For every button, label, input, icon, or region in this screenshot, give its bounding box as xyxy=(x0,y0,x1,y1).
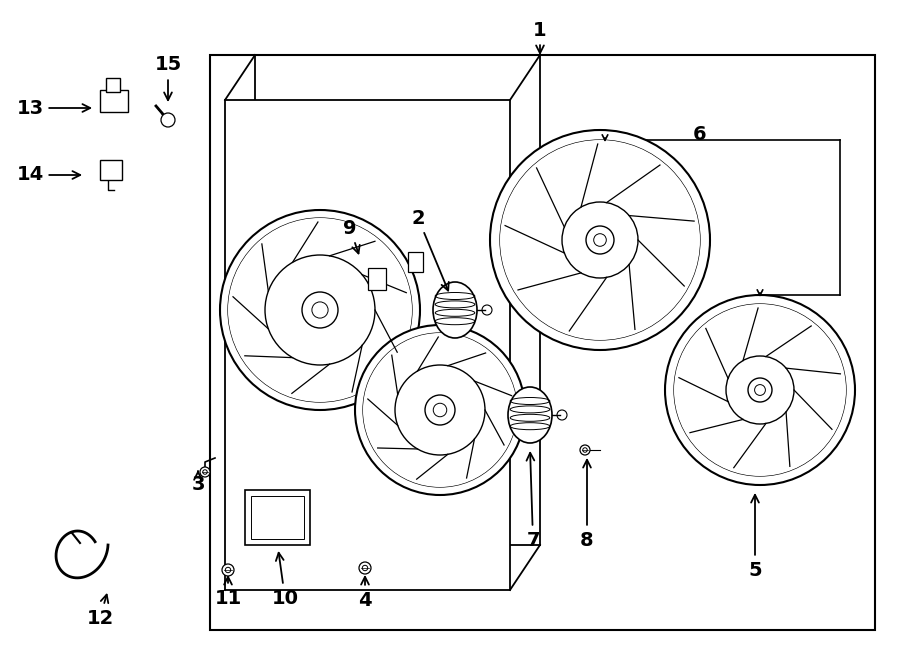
Text: 1: 1 xyxy=(533,20,547,53)
Circle shape xyxy=(302,292,338,328)
Text: 5: 5 xyxy=(748,495,761,580)
Text: 9: 9 xyxy=(343,219,360,253)
Circle shape xyxy=(359,562,371,574)
Bar xyxy=(251,496,304,539)
Circle shape xyxy=(265,255,375,365)
Text: 12: 12 xyxy=(86,595,113,627)
Circle shape xyxy=(225,567,230,572)
Bar xyxy=(368,268,386,290)
Text: 4: 4 xyxy=(358,577,372,609)
Circle shape xyxy=(490,130,710,350)
Circle shape xyxy=(202,470,207,474)
Circle shape xyxy=(395,365,485,455)
Text: 2: 2 xyxy=(411,208,449,291)
Circle shape xyxy=(109,81,117,89)
Text: 11: 11 xyxy=(214,577,241,607)
Circle shape xyxy=(754,385,765,395)
Circle shape xyxy=(594,234,607,247)
Circle shape xyxy=(200,467,210,477)
Circle shape xyxy=(748,378,772,402)
Circle shape xyxy=(425,395,455,425)
Circle shape xyxy=(355,325,525,495)
Ellipse shape xyxy=(433,282,477,338)
Circle shape xyxy=(161,113,175,127)
Circle shape xyxy=(107,166,115,174)
Circle shape xyxy=(312,302,328,318)
Circle shape xyxy=(433,403,446,416)
Bar xyxy=(106,78,120,92)
Circle shape xyxy=(363,565,368,570)
Text: 6: 6 xyxy=(693,126,706,145)
Circle shape xyxy=(557,410,567,420)
Bar xyxy=(100,90,128,112)
Circle shape xyxy=(586,226,614,254)
Circle shape xyxy=(220,210,420,410)
Circle shape xyxy=(222,564,234,576)
Circle shape xyxy=(363,333,517,487)
Bar xyxy=(225,100,510,590)
Circle shape xyxy=(562,202,638,278)
Circle shape xyxy=(726,356,794,424)
Circle shape xyxy=(583,447,587,452)
Circle shape xyxy=(674,304,846,476)
Text: 13: 13 xyxy=(16,98,90,118)
Bar xyxy=(245,490,310,545)
Circle shape xyxy=(665,295,855,485)
Ellipse shape xyxy=(508,387,552,443)
Circle shape xyxy=(228,218,412,402)
Text: 7: 7 xyxy=(526,453,540,549)
Text: 14: 14 xyxy=(16,165,80,184)
Bar xyxy=(210,55,875,630)
Text: 3: 3 xyxy=(191,471,205,494)
Bar xyxy=(408,252,423,272)
Circle shape xyxy=(580,445,590,455)
Circle shape xyxy=(109,96,119,106)
Text: 15: 15 xyxy=(155,56,182,100)
Circle shape xyxy=(482,305,492,315)
Text: 8: 8 xyxy=(580,460,594,549)
Text: 10: 10 xyxy=(272,553,299,607)
Circle shape xyxy=(500,140,700,340)
Bar xyxy=(100,160,122,180)
